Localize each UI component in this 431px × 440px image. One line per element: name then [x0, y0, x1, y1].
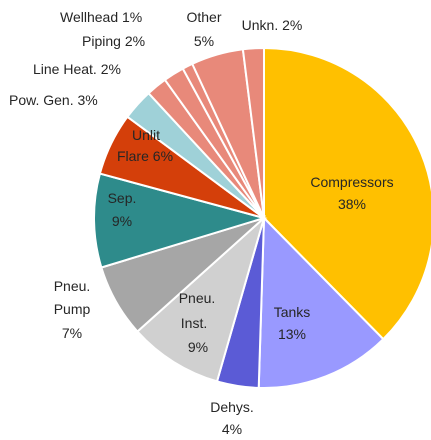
label-unkn: Unkn. 2%	[242, 17, 303, 33]
value-unlit-flare: 6%	[153, 148, 173, 164]
label-tanks: Tanks	[274, 304, 311, 320]
label-piping: Piping 2%	[82, 33, 145, 49]
label-line-heat: Line Heat. 2%	[33, 61, 121, 77]
label-other: Other	[186, 9, 221, 25]
pie-slices	[93, 46, 431, 389]
label-wellhead: Wellhead 1%	[60, 9, 142, 25]
label-unlit-flare-1: Unlit	[132, 127, 160, 143]
slice-tanks	[257, 215, 385, 389]
value-pneu-inst: 9%	[188, 339, 208, 355]
label-compressors: Compressors	[310, 174, 393, 190]
label-pneu-inst-2: Inst.	[181, 315, 207, 331]
value-dehys: 4%	[222, 421, 242, 437]
value-other: 5%	[194, 33, 214, 49]
value-compressors: 38%	[338, 196, 366, 212]
slice-compressors	[263, 46, 431, 341]
label-pow-gen: Pow. Gen. 3%	[9, 92, 98, 108]
label-sep: Sep.	[108, 190, 137, 206]
slice-pneu-inst	[136, 214, 266, 383]
label-pneu-inst-1: Pneu.	[179, 290, 216, 306]
label-pneu-pump-1: Pneu.	[54, 278, 91, 294]
label-unlit-flare-2: Flare 6%	[117, 148, 173, 164]
value-tanks: 13%	[278, 326, 306, 342]
slice-unkn	[241, 46, 265, 219]
value-pneu-pump: 7%	[62, 325, 82, 341]
label-dehys: Dehys.	[210, 399, 254, 415]
value-sep: 9%	[112, 213, 132, 229]
slice-sep	[93, 172, 268, 269]
label-pneu-pump-2: Pump	[54, 301, 91, 317]
